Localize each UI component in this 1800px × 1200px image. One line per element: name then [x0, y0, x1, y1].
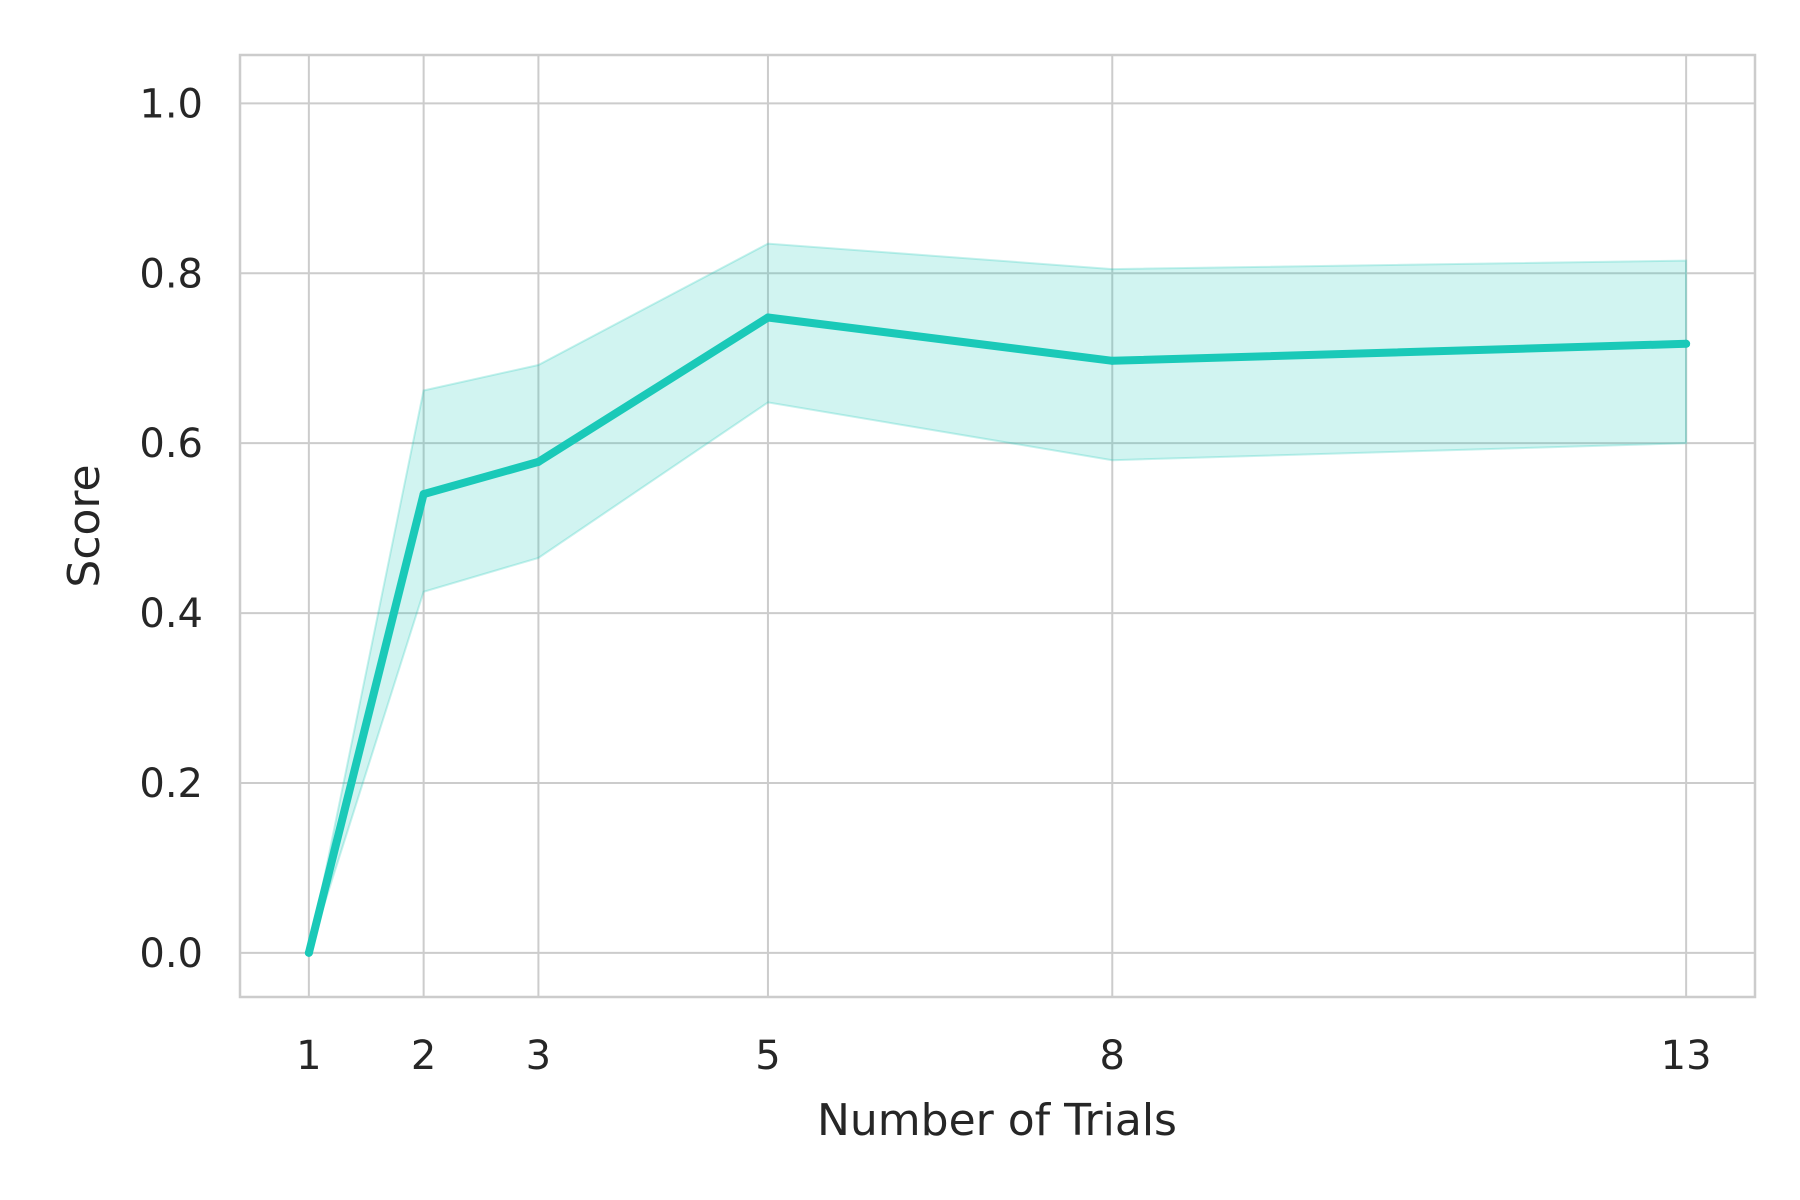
- data-point: [419, 490, 428, 499]
- x-tick-label: 1: [296, 1033, 321, 1079]
- x-tick-label: 3: [526, 1033, 551, 1079]
- plot-background: [240, 55, 1755, 997]
- x-tick-label: 5: [755, 1033, 780, 1079]
- y-tick-label: 0.0: [139, 931, 203, 977]
- y-axis-label: Score: [59, 464, 110, 587]
- data-point: [534, 457, 543, 466]
- x-tick-label: 8: [1100, 1033, 1125, 1079]
- x-tick-label: 13: [1661, 1033, 1712, 1079]
- y-tick-labels: 0.0 0.2 0.4 0.6 0.8 1.0: [139, 81, 203, 976]
- data-point: [763, 313, 772, 322]
- x-axis-label: Number of Trials: [817, 1095, 1177, 1146]
- confidence-band: [307, 242, 1688, 954]
- y-tick-label: 1.0: [139, 81, 203, 127]
- x-tick-label: 2: [411, 1033, 436, 1079]
- line-layer: [304, 313, 1691, 957]
- y-tick-label: 0.2: [139, 761, 203, 807]
- x-tick-labels: 1 2 3 5 8 13: [296, 1033, 1711, 1079]
- grid: [240, 55, 1755, 997]
- confidence-band-layer: [307, 242, 1688, 954]
- data-point: [304, 948, 313, 957]
- y-tick-label: 0.8: [139, 251, 203, 297]
- y-tick-label: 0.4: [139, 591, 203, 637]
- data-point: [1682, 339, 1691, 348]
- series-line: [304, 313, 1691, 957]
- plot-frame: [238, 53, 1757, 999]
- y-tick-label: 0.6: [139, 421, 203, 467]
- data-point: [1108, 356, 1117, 365]
